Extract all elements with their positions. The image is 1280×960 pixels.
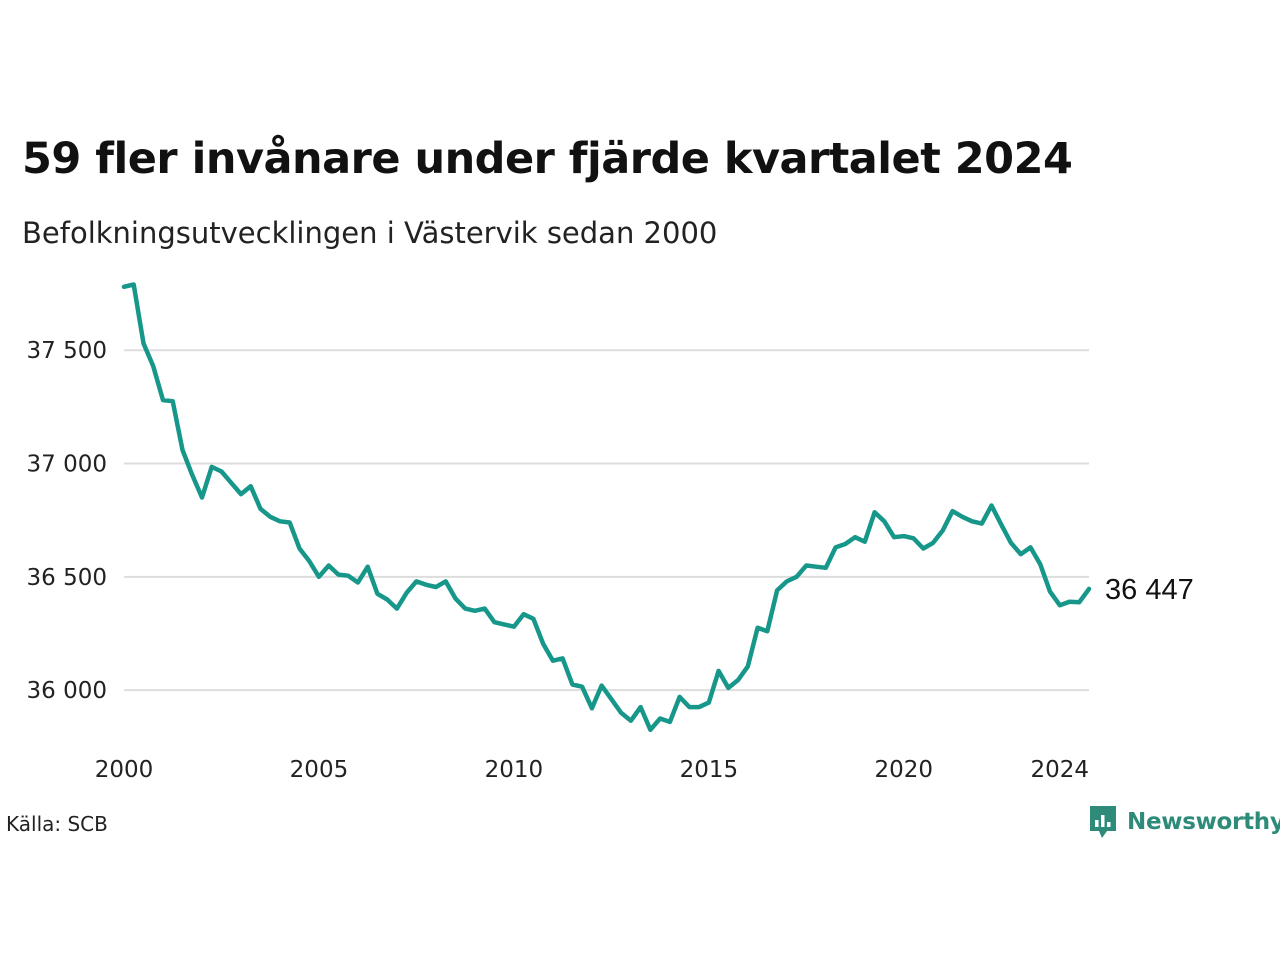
y-axis-labels: 36 000 36 500 37 000 37 500 xyxy=(27,338,107,704)
chart-subtitle: Befolkningsutvecklingen i Västervik seda… xyxy=(22,216,718,250)
chart-title: 59 fler invånare under fjärde kvartalet … xyxy=(22,134,1073,184)
end-label-layer: 36 447 xyxy=(1105,574,1194,606)
last-value-label: 36 447 xyxy=(1105,574,1194,606)
x-tick-label: 2015 xyxy=(680,757,739,783)
x-tick-label: 2010 xyxy=(485,757,544,783)
newsworthy-logo-icon xyxy=(1090,806,1116,838)
logo-text: Newsworthy xyxy=(1127,809,1280,835)
population-series-line xyxy=(121,282,1092,733)
series-layer xyxy=(121,282,1092,733)
x-tick-label: 2020 xyxy=(875,757,934,783)
y-tick-label: 37 000 xyxy=(27,452,107,478)
y-tick-label: 37 500 xyxy=(27,338,107,364)
y-tick-label: 36 500 xyxy=(27,565,107,591)
source-note: Källa: SCB xyxy=(6,812,108,836)
x-axis-labels: 2000 2005 2010 2015 2020 2024 xyxy=(95,757,1089,783)
x-tick-label: 2005 xyxy=(290,757,349,783)
newsworthy-logo[interactable]: Newsworthy xyxy=(1088,804,1280,840)
grid-lines xyxy=(124,349,1089,692)
y-tick-label: 36 000 xyxy=(27,678,107,704)
x-tick-label: 2000 xyxy=(95,757,154,783)
x-tick-label: 2024 xyxy=(1030,757,1089,783)
